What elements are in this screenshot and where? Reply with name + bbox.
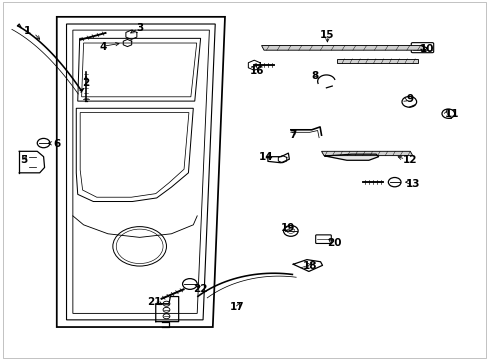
Text: 19: 19 [281,224,295,233]
Text: 22: 22 [193,284,207,294]
Text: 21: 21 [147,297,161,307]
Text: 12: 12 [402,155,417,165]
Text: 3: 3 [136,23,143,33]
Text: 4: 4 [99,42,106,52]
Text: 6: 6 [53,139,61,149]
Text: 7: 7 [289,130,296,140]
Text: 18: 18 [303,261,317,271]
Text: 16: 16 [249,66,264,76]
Text: 11: 11 [444,109,458,119]
Text: 1: 1 [24,26,31,36]
Text: 9: 9 [406,94,413,104]
Polygon shape [325,154,378,160]
Text: 10: 10 [419,44,434,54]
Text: 15: 15 [320,30,334,40]
Text: 5: 5 [20,155,28,165]
Polygon shape [321,151,412,156]
Text: 8: 8 [311,71,318,81]
Text: 14: 14 [259,152,273,162]
Polygon shape [261,45,424,50]
Text: 17: 17 [229,302,244,312]
Text: 2: 2 [82,78,89,88]
Polygon shape [336,59,417,63]
Text: 13: 13 [405,179,419,189]
Text: 20: 20 [327,238,341,248]
